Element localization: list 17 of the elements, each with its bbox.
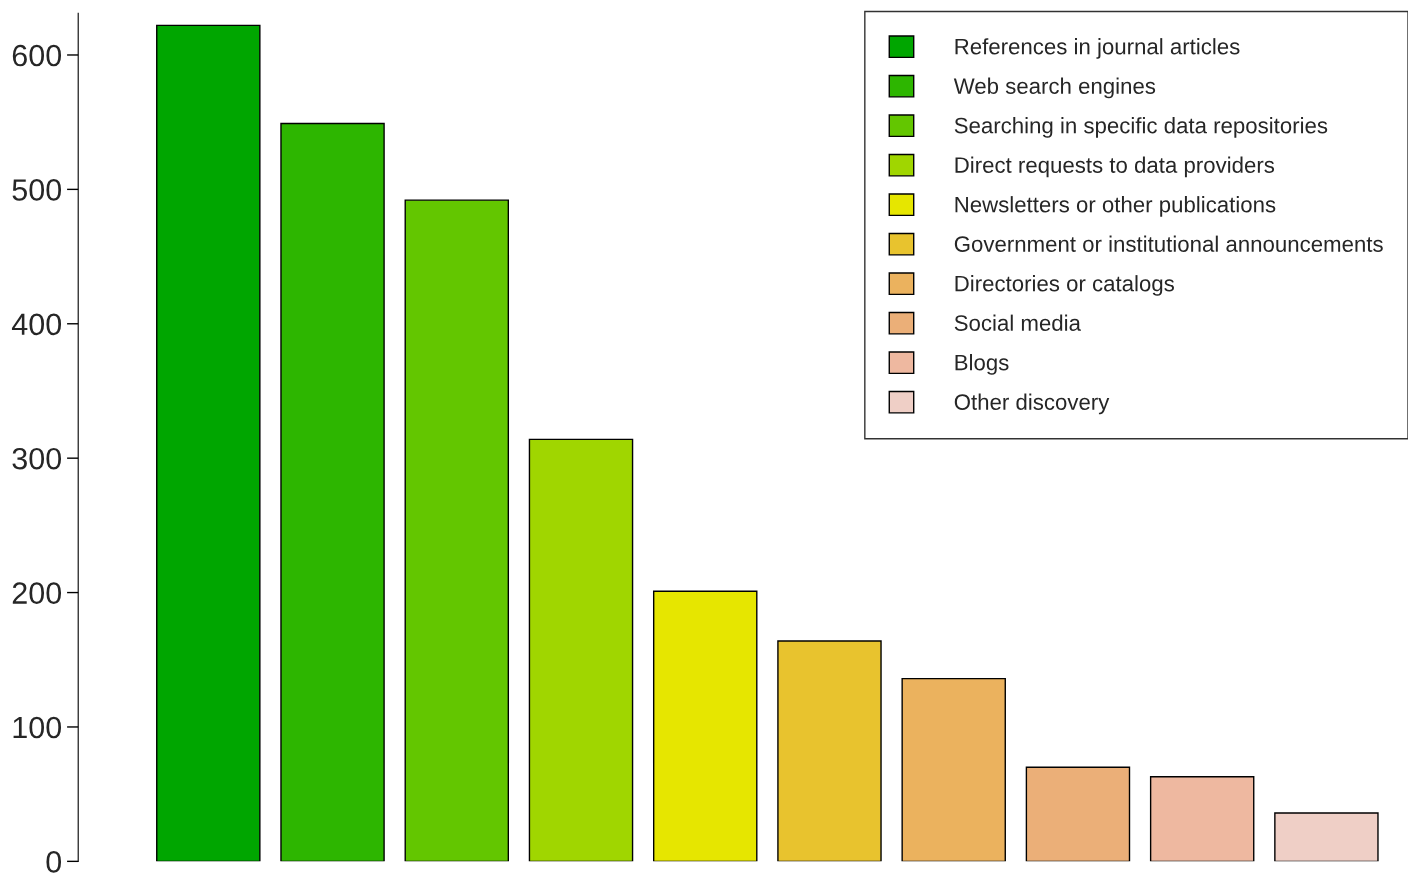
- legend-label: Web search engines: [953, 77, 1156, 99]
- legend-label: Other discovery: [954, 393, 1110, 415]
- legend-label: Government or institutional announcements: [954, 235, 1383, 252]
- y-tick-label: 200: [12, 582, 62, 604]
- y-tick-label: 500: [12, 179, 62, 201]
- y-tick-label: 0: [46, 851, 62, 873]
- legend-label: Blogs: [955, 354, 1009, 375]
- legend-label: Directories or catalogs: [955, 275, 1174, 296]
- legend-label: Newsletters or other publications: [955, 196, 1276, 217]
- legend-label: Social media: [954, 314, 1081, 331]
- legend-label: References in journal articles: [955, 38, 1240, 59]
- legend-label: Searching in specific data repositories: [954, 117, 1328, 138]
- y-tick-label: 600: [12, 44, 62, 67]
- legend-label: Direct requests to data providers: [955, 156, 1275, 178]
- y-tick-label: 300: [12, 447, 62, 470]
- y-tick-label: 100: [13, 716, 62, 739]
- y-tick-label: 400: [11, 313, 62, 336]
